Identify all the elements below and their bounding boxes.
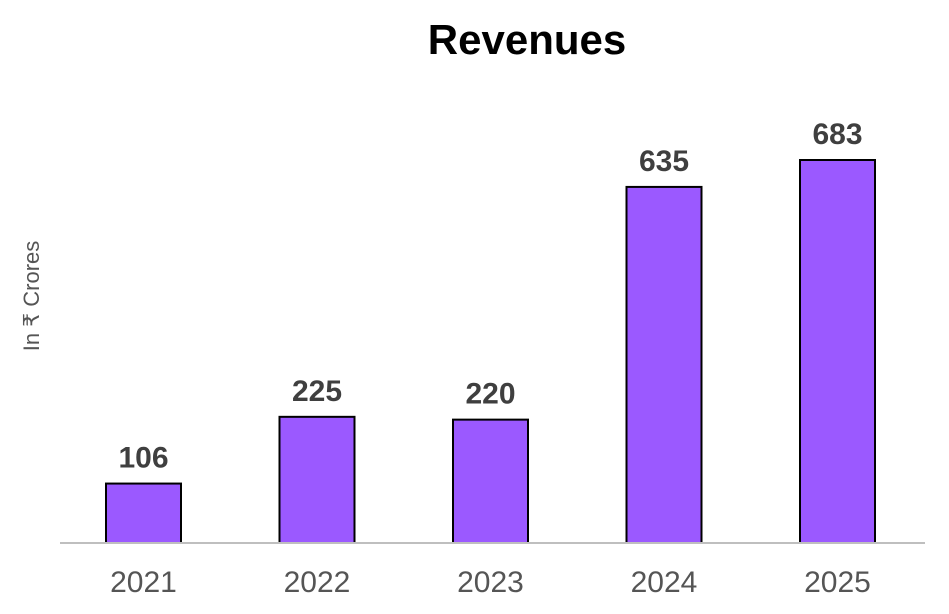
bar-2021 (105, 482, 182, 544)
chart-title: Revenues (427, 16, 627, 63)
bar-2024 (625, 185, 703, 545)
x-tick-label-2023: 2023 (457, 566, 524, 599)
x-tick-label-2024: 2024 (631, 566, 698, 599)
data-label-2021: 106 (118, 442, 168, 475)
x-tick-label-2022: 2022 (284, 566, 351, 599)
data-label-2022: 225 (292, 375, 342, 408)
bar-2025 (799, 159, 876, 544)
data-label-2024: 635 (639, 145, 689, 178)
bar-2023 (452, 418, 529, 544)
bar-2022 (278, 415, 356, 545)
data-label-2025: 683 (812, 118, 862, 151)
x-tick-label-2021: 2021 (110, 566, 177, 599)
data-label-2023: 220 (465, 378, 515, 411)
x-tick-label-2025: 2025 (804, 566, 871, 599)
